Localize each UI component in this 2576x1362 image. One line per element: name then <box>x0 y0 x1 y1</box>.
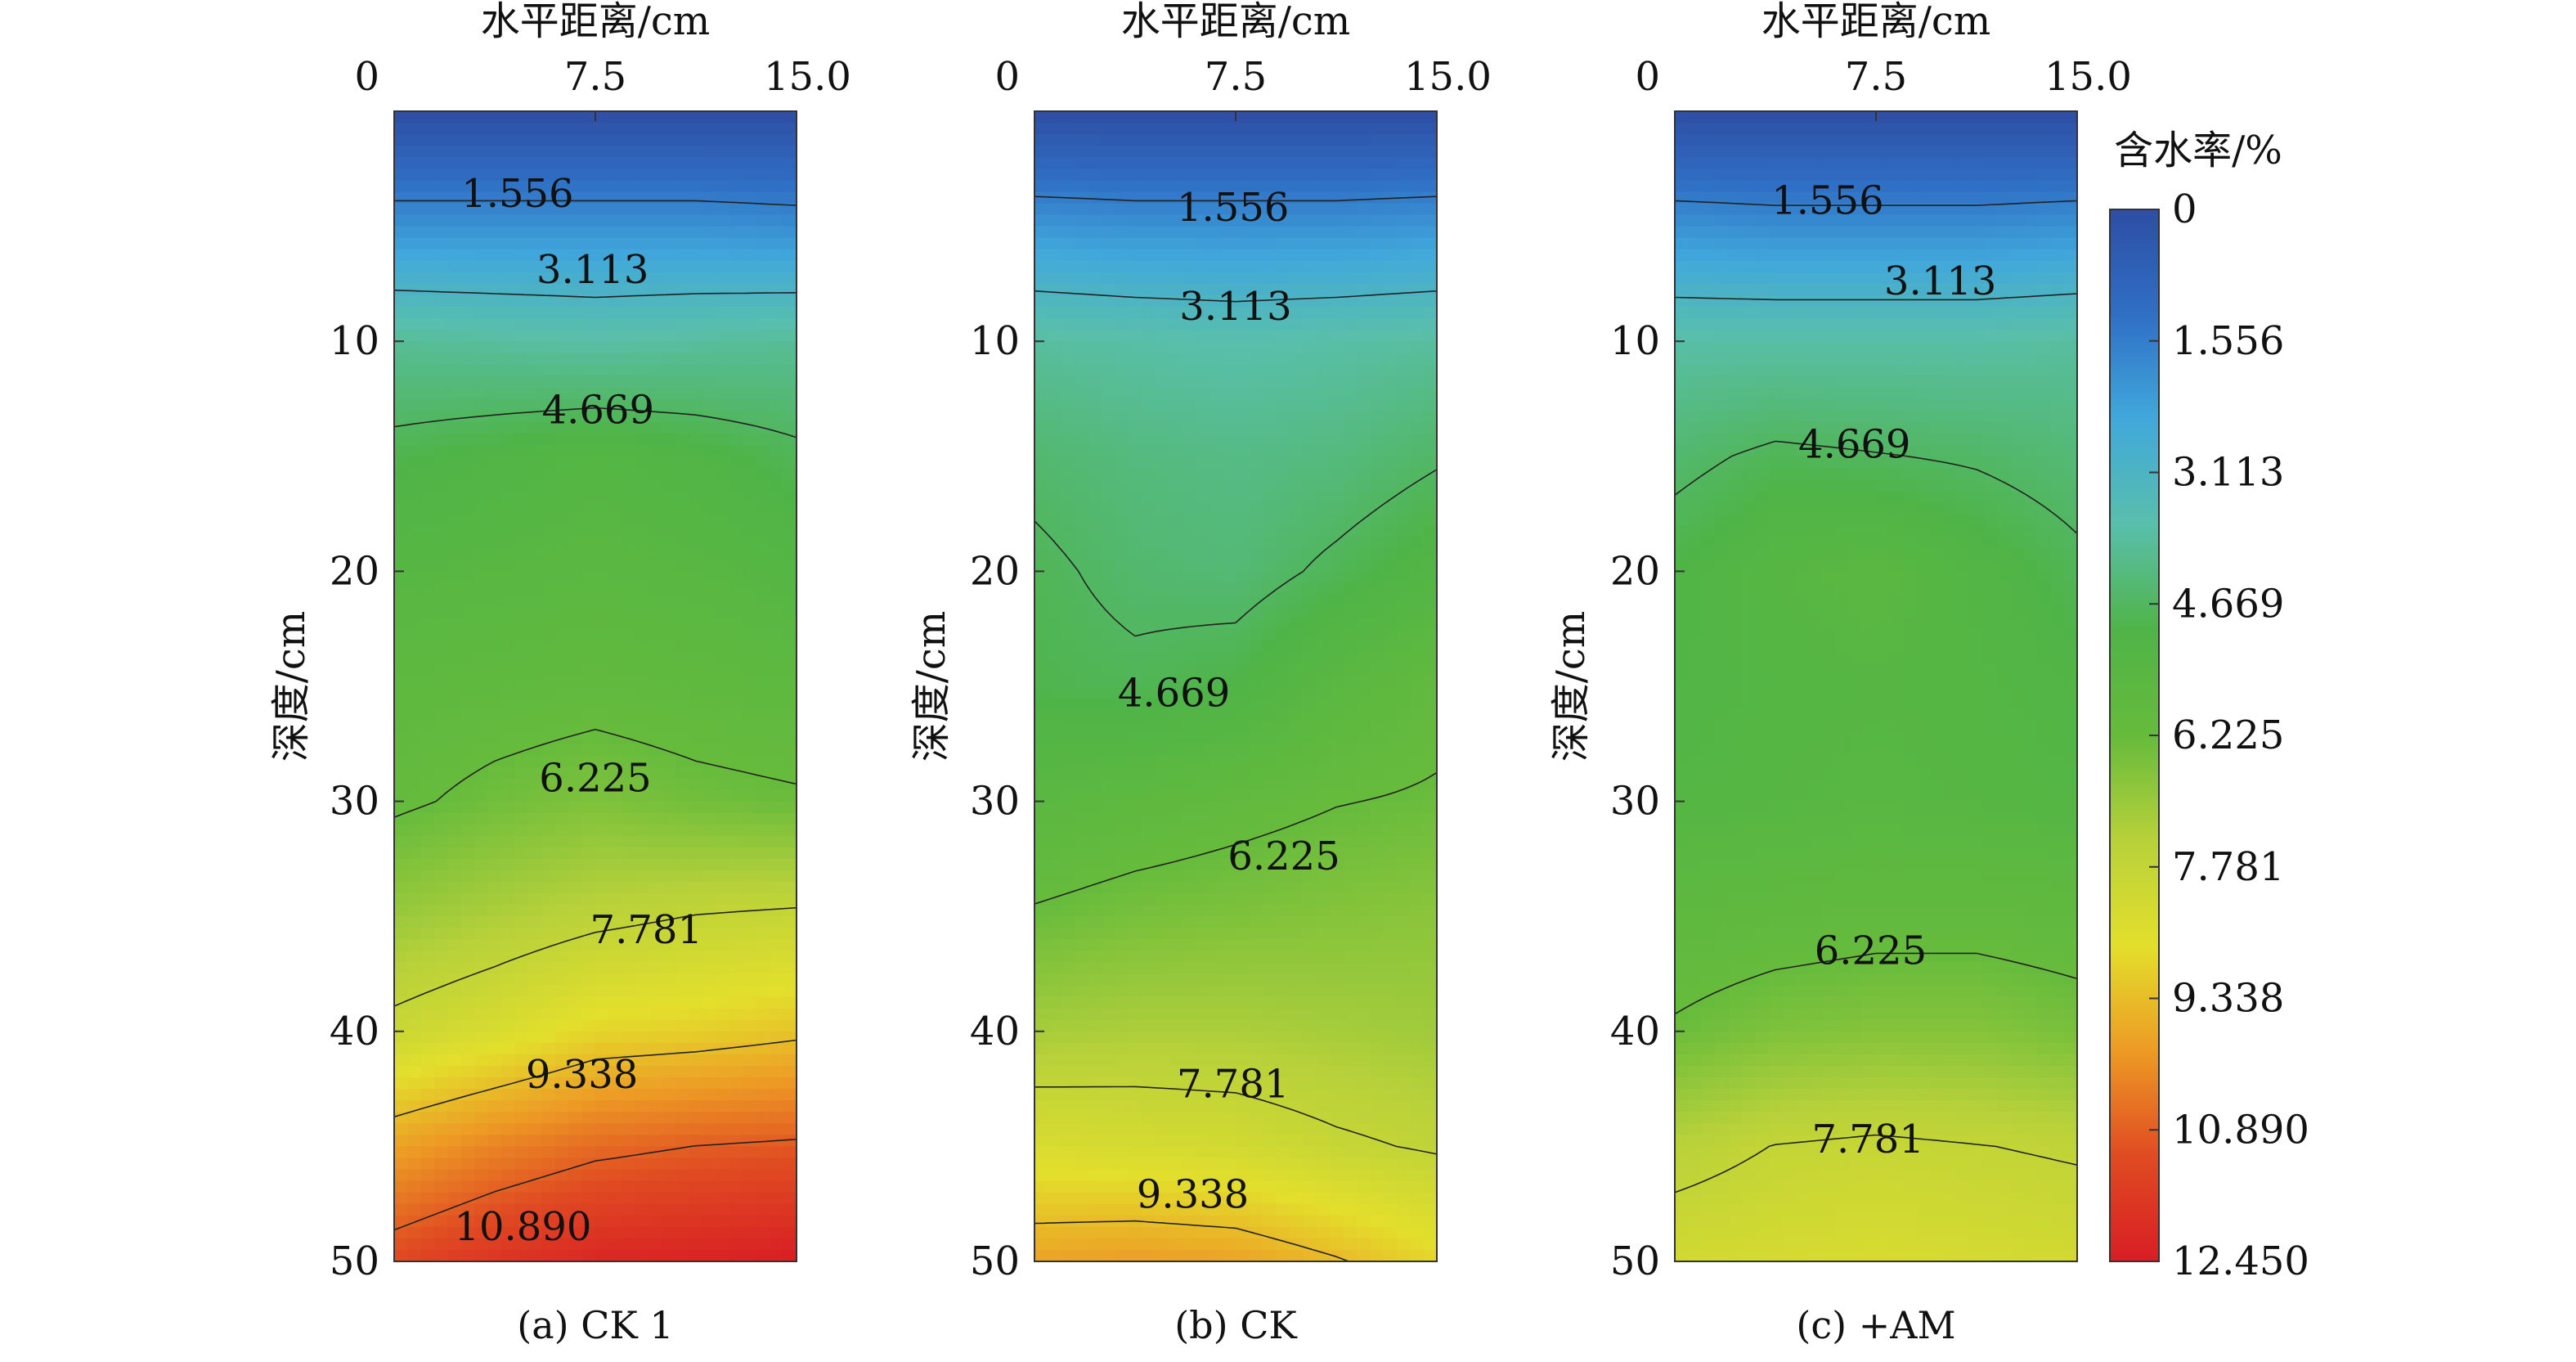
contour-line <box>393 1139 797 1231</box>
y-axis-title-c: 深度/cm <box>1548 611 1594 762</box>
x-tick-label: 0 <box>354 54 379 100</box>
contour-label: 1.556 <box>461 171 573 217</box>
panel-label-c: (c) +AM <box>1796 1303 1955 1347</box>
contour-label: 9.338 <box>526 1052 638 1098</box>
contour-label: 7.781 <box>590 907 702 953</box>
contour-label: 3.113 <box>1884 258 1996 304</box>
panel-label-b: (b) CK <box>1174 1303 1298 1347</box>
contour-label: 9.338 <box>1137 1171 1249 1217</box>
contour-label: 7.781 <box>1177 1061 1289 1107</box>
y-tick-label: 20 <box>330 548 379 594</box>
x-tick-label: 15.0 <box>764 54 851 100</box>
contour-label: 10.890 <box>454 1204 591 1250</box>
y-tick-label: 50 <box>1610 1238 1660 1284</box>
colorbar-tick-label: 0 <box>2172 187 2197 232</box>
x-axis-title-c: 水平距离/cm <box>1761 0 1991 44</box>
contour-fill <box>1675 111 2078 1262</box>
x-tick-label: 15.0 <box>1404 54 1492 100</box>
contour-line <box>1674 1134 2078 1193</box>
colorbar-tick-label: 3.113 <box>2172 450 2284 496</box>
x-axis-title-a: 水平距离/cm <box>481 0 711 44</box>
contour-line <box>1034 1220 1349 1262</box>
contour-line <box>1034 290 1438 303</box>
y-tick-label: 30 <box>1610 779 1660 825</box>
contour-label: 4.669 <box>542 388 654 434</box>
x-tick-label: 7.5 <box>1845 54 1907 100</box>
y-tick-label: 30 <box>330 779 379 825</box>
y-tick-label: 20 <box>1610 548 1660 594</box>
contour-label: 6.225 <box>1815 928 1927 973</box>
x-tick-label: 7.5 <box>1205 54 1267 100</box>
y-tick-label: 40 <box>970 1009 1020 1054</box>
y-tick-label: 20 <box>970 548 1020 594</box>
contour-label: 1.556 <box>1771 178 1883 224</box>
contour-label: 3.113 <box>1179 284 1291 330</box>
contour-label: 6.225 <box>539 755 651 801</box>
colorbar-title: 含水率/% <box>2114 128 2282 173</box>
contour-label: 4.669 <box>1118 670 1230 716</box>
y-tick-label: 10 <box>330 318 379 364</box>
panel-label-a: (a) CK 1 <box>517 1303 673 1347</box>
colorbar-ticks: 0 1.556 3.113 4.669 6.225 7.781 9.338 10.890 12.… <box>2149 187 2309 1284</box>
y-tick-label: 50 <box>330 1238 379 1284</box>
y-tick-label: 40 <box>330 1009 379 1054</box>
colorbar-tick-label: 9.338 <box>2172 976 2284 1022</box>
y-tick-label: 10 <box>1610 318 1660 364</box>
contour-lines <box>1674 200 2078 1193</box>
contour-label: 4.669 <box>1798 422 1910 468</box>
contour-line <box>393 290 797 299</box>
x-tick-label: 15.0 <box>2044 54 2132 100</box>
y-axis-title-b: 深度/cm <box>909 611 954 762</box>
colorbar-tick-label: 6.225 <box>2172 712 2284 758</box>
contour-line <box>393 407 797 438</box>
contour-line <box>393 728 797 818</box>
contour-lines <box>393 200 797 1231</box>
contour-line <box>394 200 797 206</box>
y-tick-label: 50 <box>970 1238 1020 1284</box>
contour-line <box>393 906 797 1007</box>
contour-line <box>393 1039 797 1118</box>
contour-label: 3.113 <box>536 247 648 293</box>
colorbar-tick-label: 10.890 <box>2172 1107 2309 1153</box>
contour-panel-ck1: 1.556 3.113 4.669 6.225 7.781 9.338 10.890 0 7.5… <box>330 54 851 1284</box>
contour-label: 6.225 <box>1227 834 1340 879</box>
contour-line <box>1674 293 2078 301</box>
contour-line <box>1034 469 1438 637</box>
contour-lines <box>1034 196 1438 1262</box>
colorbar-tick-label: 1.556 <box>2172 318 2284 364</box>
contour-label: 7.781 <box>1811 1117 1923 1162</box>
colorbar-tick-label: 7.781 <box>2172 844 2284 890</box>
contour-fill <box>1034 111 1438 1262</box>
y-tick-label: 30 <box>970 779 1020 825</box>
contour-label: 1.556 <box>1177 185 1289 231</box>
x-tick-label: 0 <box>1635 54 1660 100</box>
colorbar-tick-label: 4.669 <box>2172 581 2284 627</box>
contour-panel-ck: 1.556 3.113 4.669 6.225 7.781 9.338 0 7.5 15.0 10… <box>970 54 1492 1284</box>
contour-line <box>1674 952 2078 1015</box>
x-axis-title-b: 水平距离/cm <box>1121 0 1351 44</box>
x-tick-label: 7.5 <box>564 54 626 100</box>
y-tick-label: 10 <box>970 318 1020 364</box>
y-axis-title-a: 深度/cm <box>268 611 314 762</box>
contour-fill <box>394 111 797 1262</box>
contour-line <box>1034 196 1438 202</box>
contour-line <box>1674 200 2078 206</box>
colorbar-tick-label: 12.450 <box>2172 1238 2309 1284</box>
x-tick-label: 0 <box>994 54 1020 100</box>
y-tick-label: 40 <box>1610 1009 1660 1054</box>
contour-line <box>1034 1086 1438 1155</box>
contour-line <box>1674 440 2078 534</box>
